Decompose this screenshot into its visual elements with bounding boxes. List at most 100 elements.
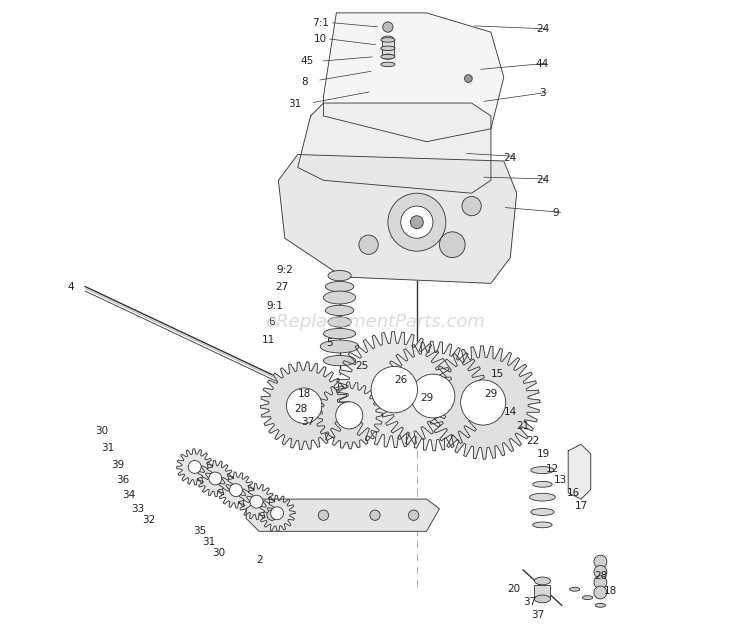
Ellipse shape: [381, 46, 395, 51]
Text: 35: 35: [194, 526, 206, 536]
Polygon shape: [298, 103, 491, 193]
Circle shape: [410, 216, 423, 229]
Text: 31: 31: [101, 442, 114, 453]
Text: 2: 2: [256, 555, 262, 565]
Text: 13: 13: [554, 475, 567, 485]
Text: 9: 9: [552, 207, 559, 218]
Circle shape: [594, 555, 607, 568]
Ellipse shape: [381, 37, 395, 43]
Polygon shape: [260, 362, 348, 450]
Text: 28: 28: [294, 404, 307, 414]
Circle shape: [209, 472, 222, 485]
Polygon shape: [316, 382, 382, 449]
Text: 16: 16: [567, 488, 580, 498]
Ellipse shape: [328, 270, 351, 281]
Text: 18: 18: [298, 389, 310, 399]
Polygon shape: [323, 13, 504, 142]
Text: 37: 37: [531, 610, 544, 620]
Circle shape: [371, 366, 418, 413]
Circle shape: [336, 402, 363, 429]
Polygon shape: [278, 155, 517, 283]
Circle shape: [440, 232, 465, 258]
Polygon shape: [568, 444, 591, 499]
Ellipse shape: [535, 577, 550, 585]
Ellipse shape: [381, 62, 395, 67]
Ellipse shape: [326, 281, 354, 292]
Ellipse shape: [531, 509, 554, 515]
Text: 8: 8: [301, 77, 307, 88]
Text: 3: 3: [539, 88, 546, 99]
Polygon shape: [336, 332, 452, 448]
Circle shape: [388, 193, 446, 251]
Ellipse shape: [532, 522, 552, 528]
Ellipse shape: [381, 55, 395, 59]
Text: 7:1: 7:1: [312, 17, 328, 28]
Text: 5: 5: [326, 337, 333, 348]
Text: 4: 4: [68, 281, 74, 292]
Circle shape: [460, 380, 506, 425]
Ellipse shape: [530, 493, 555, 501]
FancyBboxPatch shape: [535, 585, 550, 598]
Text: 11: 11: [262, 335, 275, 345]
Polygon shape: [177, 449, 213, 485]
Text: 29: 29: [484, 389, 497, 399]
Ellipse shape: [569, 587, 580, 591]
Text: 37: 37: [523, 597, 536, 607]
Text: 30: 30: [94, 426, 108, 437]
Circle shape: [594, 576, 607, 589]
Text: 22: 22: [526, 436, 539, 446]
Ellipse shape: [582, 596, 592, 600]
Text: 37: 37: [301, 417, 314, 427]
Ellipse shape: [382, 36, 394, 41]
Circle shape: [318, 510, 328, 520]
Text: 6: 6: [268, 317, 275, 327]
Ellipse shape: [531, 467, 554, 473]
Circle shape: [409, 510, 419, 520]
Polygon shape: [378, 341, 488, 451]
Polygon shape: [246, 499, 440, 531]
Text: 39: 39: [111, 460, 124, 470]
Ellipse shape: [532, 482, 552, 488]
Circle shape: [271, 507, 284, 520]
Polygon shape: [217, 472, 254, 508]
FancyBboxPatch shape: [382, 40, 394, 56]
Circle shape: [370, 510, 380, 520]
Text: 44: 44: [536, 59, 549, 70]
Text: 34: 34: [122, 489, 136, 500]
Ellipse shape: [382, 54, 394, 59]
Ellipse shape: [323, 291, 356, 304]
Circle shape: [359, 235, 378, 254]
Text: 12: 12: [545, 464, 559, 474]
Text: 24: 24: [536, 175, 549, 185]
Text: 17: 17: [574, 500, 588, 511]
Text: 18: 18: [604, 586, 616, 596]
Ellipse shape: [323, 355, 356, 366]
Text: eReplacementParts.com: eReplacementParts.com: [265, 313, 485, 331]
Ellipse shape: [320, 340, 359, 353]
Text: 19: 19: [537, 449, 550, 459]
Circle shape: [464, 75, 472, 82]
Ellipse shape: [328, 317, 351, 327]
Polygon shape: [238, 484, 274, 520]
Text: 31: 31: [288, 99, 301, 109]
Circle shape: [188, 460, 201, 473]
Text: 21: 21: [517, 421, 530, 431]
Polygon shape: [197, 460, 233, 497]
Text: 15: 15: [490, 368, 504, 379]
Text: 24: 24: [503, 153, 517, 163]
Text: 9:2: 9:2: [277, 265, 293, 276]
Text: 33: 33: [131, 504, 145, 514]
Text: 24: 24: [536, 24, 549, 34]
Text: 29: 29: [420, 393, 434, 403]
Text: 14: 14: [503, 407, 517, 417]
Text: 27: 27: [275, 281, 288, 292]
Text: 26: 26: [394, 375, 407, 385]
Text: 31: 31: [202, 537, 215, 547]
Text: 32: 32: [142, 515, 155, 526]
Circle shape: [411, 374, 454, 418]
Text: 30: 30: [212, 547, 226, 558]
Circle shape: [382, 22, 393, 32]
Ellipse shape: [535, 595, 550, 603]
Circle shape: [250, 495, 263, 508]
Text: 36: 36: [116, 475, 129, 485]
